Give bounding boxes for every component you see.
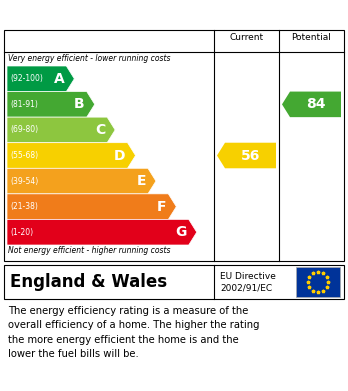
- Polygon shape: [7, 66, 74, 91]
- Polygon shape: [217, 143, 276, 168]
- Text: F: F: [157, 200, 166, 213]
- Text: The energy efficiency rating is a measure of the
overall efficiency of a home. T: The energy efficiency rating is a measur…: [8, 306, 260, 359]
- Text: Current: Current: [229, 33, 263, 42]
- Polygon shape: [7, 194, 176, 219]
- Text: EU Directive
2002/91/EC: EU Directive 2002/91/EC: [220, 272, 276, 292]
- Polygon shape: [7, 219, 197, 245]
- Text: E: E: [136, 174, 146, 188]
- Text: C: C: [95, 123, 105, 137]
- Text: (21-38): (21-38): [10, 202, 38, 211]
- Text: A: A: [54, 72, 64, 86]
- Text: Potential: Potential: [292, 33, 331, 42]
- Text: (39-54): (39-54): [10, 177, 38, 186]
- Polygon shape: [7, 117, 115, 143]
- Text: (1-20): (1-20): [10, 228, 33, 237]
- Text: Not energy efficient - higher running costs: Not energy efficient - higher running co…: [8, 246, 171, 255]
- Polygon shape: [7, 168, 156, 194]
- Text: (81-91): (81-91): [10, 100, 38, 109]
- Text: 56: 56: [241, 149, 260, 163]
- Polygon shape: [7, 143, 135, 168]
- Text: England & Wales: England & Wales: [10, 273, 167, 291]
- Text: (55-68): (55-68): [10, 151, 38, 160]
- Text: G: G: [175, 225, 187, 239]
- Text: (69-80): (69-80): [10, 126, 38, 135]
- Polygon shape: [282, 91, 341, 117]
- Bar: [4, 265, 344, 299]
- Text: Energy Efficiency Rating: Energy Efficiency Rating: [9, 7, 219, 22]
- Polygon shape: [7, 91, 95, 117]
- Text: B: B: [74, 97, 85, 111]
- Text: (92-100): (92-100): [10, 74, 43, 83]
- Bar: [296, 267, 340, 297]
- Text: D: D: [114, 149, 126, 163]
- Text: Very energy efficient - lower running costs: Very energy efficient - lower running co…: [8, 54, 171, 63]
- Text: 84: 84: [306, 97, 325, 111]
